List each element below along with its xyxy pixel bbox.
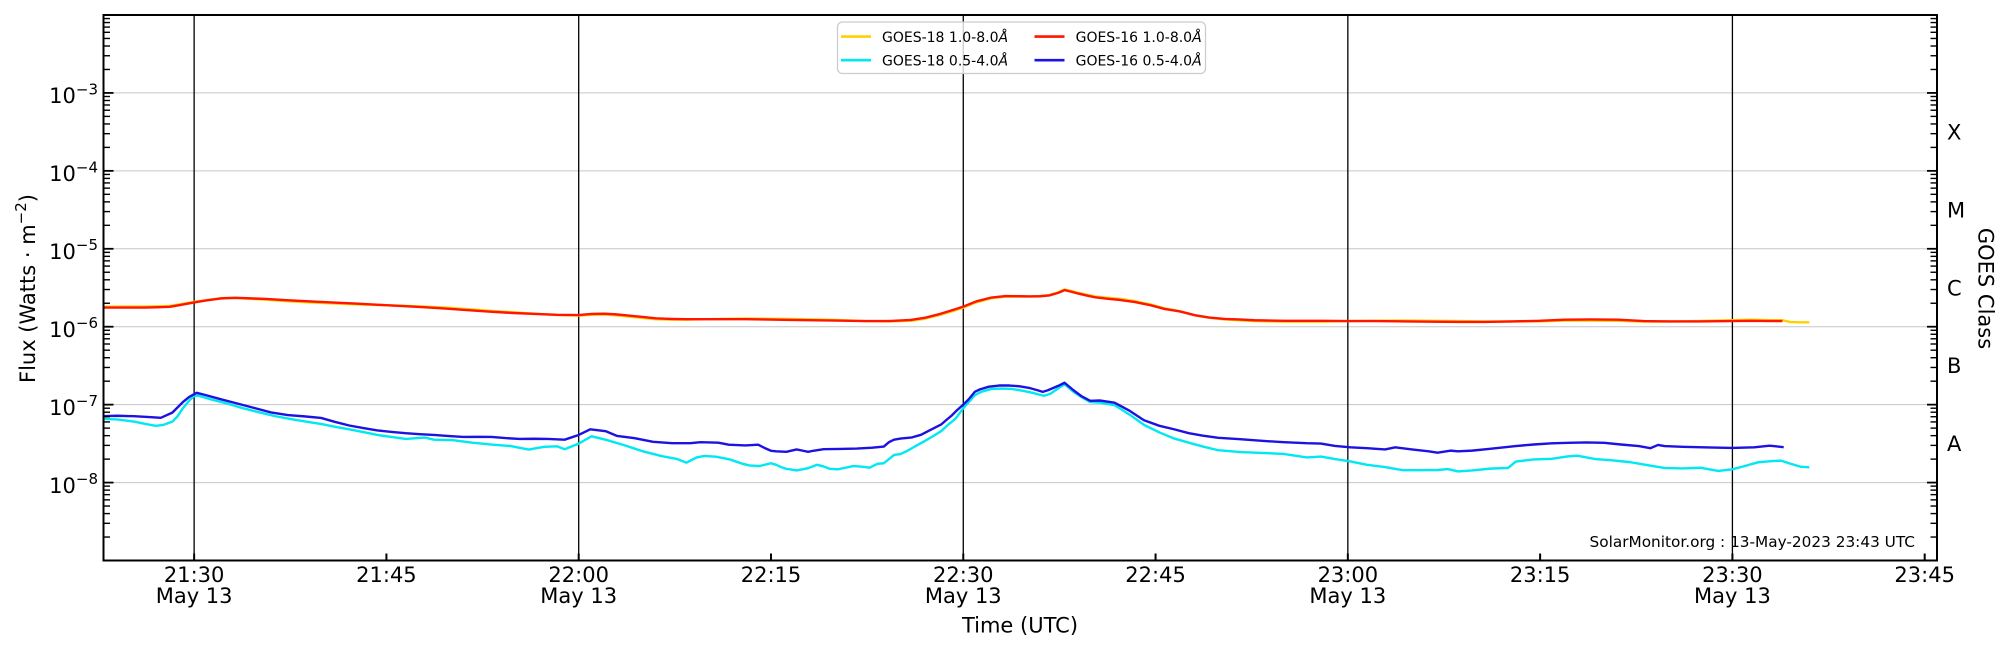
goes-class-letter: C	[1947, 276, 1962, 300]
horizontal-gridlines	[103, 92, 1937, 484]
series-line-2	[103, 288, 1783, 324]
vertical-gridlines	[193, 15, 1734, 561]
x-tick-label: 21:30	[164, 563, 225, 587]
y-tick-label: 10−3	[49, 80, 98, 108]
y-tick-label: 10−6	[49, 314, 98, 342]
source-annotation: SolarMonitor.org : 13-May-2023 23:43 UTC	[1590, 533, 1915, 551]
series-line-3	[103, 381, 1784, 454]
goes-class-letter: A	[1947, 432, 1962, 456]
axes-spines	[102, 14, 1938, 562]
x-tick-label: 23:15	[1510, 563, 1571, 587]
x-tick-label: 22:30	[933, 563, 994, 587]
legend-label-goes18-short: GOES-18 0.5-4.0Å	[882, 53, 1008, 70]
right-axis-label: GOES Class	[1974, 228, 1998, 349]
goes-class-labels: X M C B A	[1947, 120, 1965, 456]
x-tick-sublabel: May 13	[1309, 584, 1386, 608]
goes-class-letter: X	[1947, 120, 1961, 144]
x-tick-sublabel: May 13	[156, 584, 233, 608]
goes-class-letter: M	[1947, 198, 1965, 222]
x-tick-sublabel: May 13	[540, 584, 617, 608]
x-axis-label: Time (UTC)	[961, 614, 1078, 638]
x-tick-sublabel: May 13	[925, 584, 1002, 608]
y-axis-label: Flux (Watts · m−2)	[12, 194, 40, 383]
x-tick-label: 22:45	[1125, 563, 1186, 587]
data-series	[103, 288, 1810, 473]
y-tick-label: 10−7	[49, 392, 98, 420]
x-tick-label: 23:30	[1702, 563, 1763, 587]
legend-box	[836, 21, 1207, 75]
plot-border	[102, 14, 1938, 562]
goes-class-letter: B	[1947, 354, 1961, 378]
series-line-0	[103, 288, 1810, 324]
axis-ticks	[103, 17, 1937, 561]
y-tick-label: 10−4	[49, 158, 98, 186]
x-tick-label: 23:45	[1894, 563, 1955, 587]
series-line-1	[103, 383, 1810, 473]
x-tick-label: 21:45	[356, 563, 417, 587]
x-tick-label: 23:00	[1318, 563, 1379, 587]
y-tick-labels: 10−3 10−4 10−5 10−6 10−7 10−8	[49, 80, 98, 497]
y-tick-label: 10−5	[49, 236, 98, 264]
x-tick-label: 22:15	[741, 563, 802, 587]
legend-label-goes18-long: GOES-18 1.0-8.0Å	[882, 29, 1008, 46]
y-tick-label: 10−8	[49, 470, 98, 498]
legend-label-goes16-short: GOES-16 0.5-4.0Å	[1076, 53, 1202, 70]
legend: GOES-18 1.0-8.0Å GOES-18 0.5-4.0Å GOES-1…	[836, 21, 1207, 75]
x-tick-label: 22:00	[548, 563, 609, 587]
x-tick-sublabel: May 13	[1694, 584, 1771, 608]
legend-label-goes16-long: GOES-16 1.0-8.0Å	[1076, 29, 1202, 46]
